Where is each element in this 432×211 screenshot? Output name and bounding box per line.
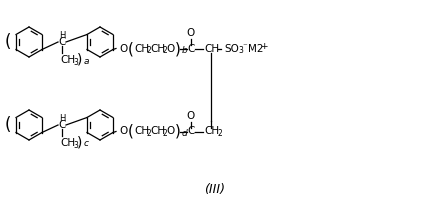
Text: (: ( bbox=[5, 33, 11, 51]
Text: CH: CH bbox=[134, 127, 149, 137]
Text: CH: CH bbox=[150, 43, 165, 54]
Text: ): ) bbox=[175, 41, 181, 56]
Text: CH: CH bbox=[60, 138, 75, 148]
Text: 3: 3 bbox=[73, 141, 78, 150]
Text: 2: 2 bbox=[147, 46, 152, 55]
Text: 3: 3 bbox=[73, 58, 78, 66]
Text: H: H bbox=[59, 31, 65, 39]
Text: ): ) bbox=[77, 52, 83, 66]
Text: SO: SO bbox=[224, 43, 239, 54]
Text: d: d bbox=[182, 129, 188, 138]
Text: CH: CH bbox=[204, 127, 219, 137]
Text: (III): (III) bbox=[204, 184, 226, 196]
Text: CH: CH bbox=[150, 127, 165, 137]
Text: ): ) bbox=[77, 135, 83, 149]
Text: a: a bbox=[84, 57, 89, 65]
Text: O: O bbox=[166, 127, 174, 137]
Text: 2: 2 bbox=[147, 129, 152, 138]
Text: +: + bbox=[260, 42, 267, 51]
Text: CH: CH bbox=[204, 43, 219, 54]
Text: O: O bbox=[166, 43, 174, 54]
Text: ⁻: ⁻ bbox=[242, 42, 247, 51]
Text: 3: 3 bbox=[238, 46, 243, 55]
Text: CH: CH bbox=[60, 55, 75, 65]
Text: c: c bbox=[84, 139, 89, 149]
Text: (: ( bbox=[5, 116, 11, 134]
Text: 2: 2 bbox=[163, 129, 168, 138]
Text: M2: M2 bbox=[248, 43, 264, 54]
Text: CH: CH bbox=[134, 43, 149, 54]
Text: O: O bbox=[119, 127, 127, 137]
Text: O: O bbox=[187, 111, 195, 120]
Text: C: C bbox=[187, 127, 195, 137]
Text: ): ) bbox=[175, 124, 181, 139]
Text: C: C bbox=[58, 37, 66, 47]
Text: b: b bbox=[182, 46, 188, 55]
Text: 2: 2 bbox=[218, 129, 223, 138]
Text: (: ( bbox=[128, 124, 134, 139]
Text: 2: 2 bbox=[163, 46, 168, 55]
Text: (: ( bbox=[128, 41, 134, 56]
Text: C: C bbox=[187, 43, 195, 54]
Text: O: O bbox=[187, 27, 195, 38]
Text: O: O bbox=[119, 43, 127, 54]
Text: C: C bbox=[58, 120, 66, 130]
Text: H: H bbox=[59, 114, 65, 123]
